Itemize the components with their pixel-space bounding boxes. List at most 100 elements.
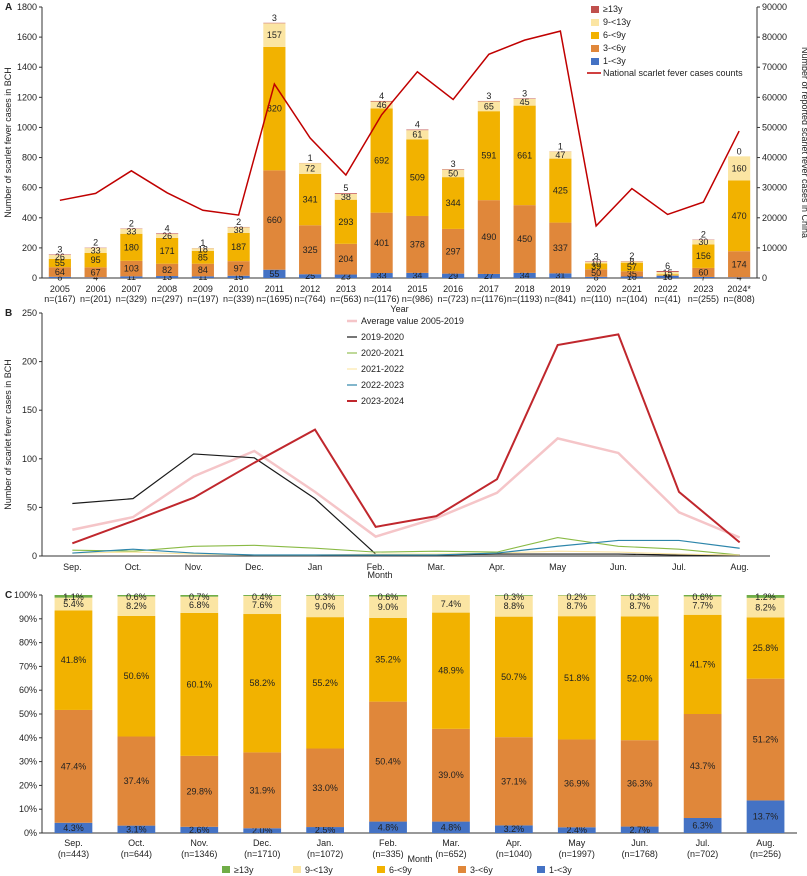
a-bar-segment <box>549 273 572 278</box>
a-legend-label: 3-<6y <box>603 43 626 53</box>
a-data-label: 4 <box>165 223 170 233</box>
a-legend-label: 9-<13y <box>603 17 631 27</box>
c-bar-segment <box>369 596 407 618</box>
panel-label-b: B <box>5 308 12 319</box>
a-data-label: 3 <box>522 88 527 98</box>
a-data-label: 2 <box>93 238 98 248</box>
a-x-tick-label: 2022 <box>658 284 678 294</box>
a-bar-segment <box>299 163 322 174</box>
c-bar-segment <box>620 595 659 617</box>
c-legend-label: 9-<13y <box>305 865 333 875</box>
c-legend-label: 3-<6y <box>470 865 493 875</box>
a-data-label: 95 <box>91 255 101 265</box>
a-bar-segment <box>549 158 572 223</box>
a-n-label: n=(110) <box>581 294 612 304</box>
a-data-label: 8 <box>57 272 62 282</box>
a-y2-tick-label: 90000 <box>762 2 787 12</box>
c-data-label: 0.3% <box>504 592 525 602</box>
c-y-tick-label: 100% <box>14 590 37 600</box>
c-legend-swatch <box>458 866 466 873</box>
b-legend-label: 2022-2023 <box>361 380 404 390</box>
c-bar-segment <box>683 595 722 597</box>
c-data-label: 0.2% <box>567 592 588 602</box>
a-data-label: 31 <box>555 271 565 281</box>
a-x-tick-label: 2015 <box>407 284 427 294</box>
a-bar-segment <box>191 248 214 251</box>
b-y-tick-label: 0 <box>32 551 37 561</box>
a-data-label: 103 <box>124 264 139 274</box>
c-n-label: (n=1710) <box>244 849 280 859</box>
a-bar-segment <box>370 212 393 274</box>
c-data-label: 13.7% <box>753 812 779 822</box>
a-bar-segment <box>156 233 179 235</box>
c-bar-segment <box>306 617 344 749</box>
a-data-label: 34 <box>412 270 422 280</box>
c-data-label: 47.4% <box>61 761 87 771</box>
a-data-label: 5 <box>343 183 348 193</box>
c-x-tick-label: Mar. <box>442 838 460 848</box>
c-bar-segment <box>117 825 156 833</box>
a-bar-segment <box>620 271 643 277</box>
a-data-label: 67 <box>91 267 101 277</box>
a-legend-label: 6-<9y <box>603 30 626 40</box>
b-x-tick-label: Jun. <box>610 562 627 572</box>
a-data-label: 378 <box>410 239 425 249</box>
c-bar-segment <box>746 678 785 801</box>
a-data-label: 4 <box>379 91 384 101</box>
c-bar-segment <box>243 595 282 596</box>
b-y-tick-label: 150 <box>22 405 37 415</box>
c-bar-segment <box>683 596 722 615</box>
a-national-line <box>59 30 740 228</box>
a-data-label: 61 <box>412 130 422 140</box>
c-y-tick-label: 10% <box>19 804 37 814</box>
b-series-line <box>71 333 741 545</box>
a-bar-segment <box>620 262 643 272</box>
a-data-label: 3 <box>451 159 456 169</box>
a-bar-segment <box>656 274 679 276</box>
a-data-label: 692 <box>374 156 389 166</box>
b-y-tick-label: 50 <box>27 502 37 512</box>
a-bar-segment <box>120 228 143 234</box>
a-data-label: 6 <box>665 261 670 271</box>
c-n-label: (n=443) <box>58 849 89 859</box>
a-bar-segment <box>477 101 500 112</box>
a-data-label: 82 <box>162 265 172 275</box>
a-data-label: 55 <box>55 258 65 268</box>
c-bar-segment <box>683 818 722 833</box>
b-legend-label: Average value 2005-2019 <box>361 316 464 326</box>
a-bar-segment <box>477 273 500 278</box>
b-x-tick-label: Sep. <box>63 562 82 572</box>
c-bar-segment <box>432 612 470 729</box>
a-data-label: 401 <box>374 238 389 248</box>
c-bar-segment <box>620 740 659 827</box>
c-x-tick-label: Jan. <box>317 838 334 848</box>
c-data-label: 2.0% <box>252 826 273 836</box>
a-n-label: n=(841) <box>545 294 576 304</box>
c-bar-segment <box>180 755 219 827</box>
c-bar-segment <box>243 752 282 829</box>
a-data-label: 38 <box>341 192 351 202</box>
a-data-label: 13 <box>162 272 172 282</box>
a-data-label: 4 <box>737 273 742 283</box>
a-bar-segment <box>227 227 250 233</box>
c-data-label: 8.8% <box>504 601 525 611</box>
c-bar-segment <box>683 614 722 714</box>
c-bar-segment <box>180 596 219 613</box>
a-y-tick-label: 0 <box>32 273 37 283</box>
c-data-label: 0.6% <box>692 592 713 602</box>
c-x-tick-label: Apr. <box>506 838 522 848</box>
c-legend-swatch <box>537 866 545 873</box>
a-y-axis-label: Number of scarlet fever cases in BCH <box>3 67 13 218</box>
b-x-tick-label: May <box>549 562 567 572</box>
a-y-tick-label: 200 <box>22 243 37 253</box>
a-n-label: n=(1176) <box>364 294 400 304</box>
a-data-label: 2 <box>629 251 634 261</box>
a-bar-segment <box>84 248 107 254</box>
c-bar-segment <box>620 595 659 596</box>
c-y-tick-label: 50% <box>19 709 37 719</box>
a-legend-label: National scarlet fever cases counts <box>603 68 743 78</box>
a-data-label: 8 <box>629 257 634 267</box>
c-data-label: 29.8% <box>187 786 213 796</box>
a-data-label: 3 <box>57 245 62 255</box>
c-data-label: 3.1% <box>126 824 147 834</box>
